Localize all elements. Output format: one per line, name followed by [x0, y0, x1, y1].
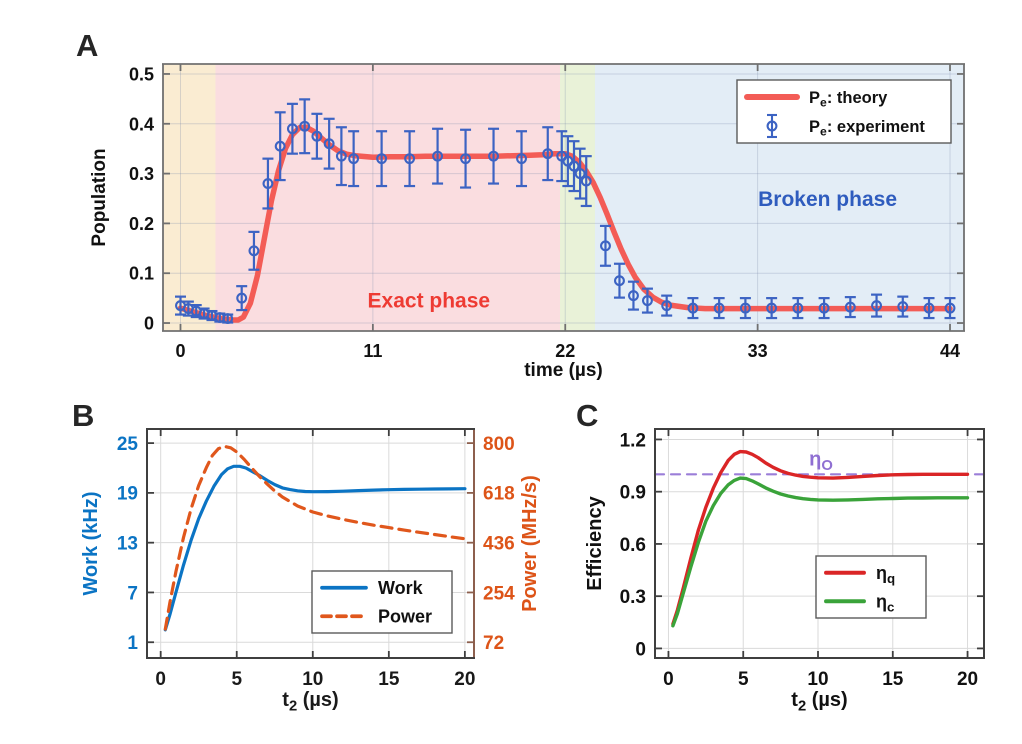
- svg-text:618: 618: [483, 484, 515, 505]
- svg-text:20: 20: [957, 669, 978, 690]
- svg-text:10: 10: [807, 669, 828, 690]
- svg-text:ηO: ηO: [809, 449, 833, 474]
- svg-text:Pe: theory: Pe: theory: [809, 89, 888, 110]
- svg-text:15: 15: [882, 669, 904, 690]
- svg-text:Pe: experiment: Pe: experiment: [809, 118, 925, 139]
- svg-text:0: 0: [663, 669, 674, 690]
- svg-text:0: 0: [635, 639, 646, 660]
- svg-text:0.3: 0.3: [620, 587, 646, 608]
- svg-text:5: 5: [231, 669, 242, 690]
- eta-q: [671, 449, 970, 626]
- svg-text:0: 0: [144, 314, 154, 334]
- svg-text:20: 20: [454, 669, 475, 690]
- svg-text:t2 (µs): t2 (µs): [791, 689, 847, 714]
- svg-text:Efficiency: Efficiency: [584, 495, 606, 590]
- svg-text:72: 72: [483, 633, 504, 654]
- svg-text:Power: Power: [378, 607, 432, 627]
- svg-text:44: 44: [940, 341, 960, 361]
- legend-box: [311, 570, 453, 634]
- svg-text:10: 10: [302, 669, 323, 690]
- panel-b-label: B: [72, 398, 95, 433]
- svg-text:time (µs): time (µs): [524, 360, 603, 381]
- svg-text:0: 0: [155, 669, 166, 690]
- panel-c-label: C: [576, 398, 599, 433]
- power: [163, 444, 467, 631]
- svg-text:0.4: 0.4: [129, 114, 154, 134]
- legend-box: [815, 555, 927, 619]
- svg-text:15: 15: [378, 669, 400, 690]
- svg-text:7: 7: [127, 583, 138, 604]
- svg-text:Population: Population: [89, 148, 110, 246]
- svg-text:22: 22: [555, 341, 575, 361]
- svg-text:436: 436: [483, 534, 515, 555]
- svg-text:Exact phase: Exact phase: [368, 289, 491, 312]
- svg-text:1.2: 1.2: [620, 430, 646, 451]
- svg-text:Work (kHz): Work (kHz): [80, 491, 102, 595]
- work: [163, 464, 467, 632]
- svg-text:33: 33: [748, 341, 768, 361]
- svg-text:1: 1: [127, 633, 138, 654]
- ramp-up-region: [163, 64, 216, 331]
- svg-text:25: 25: [117, 434, 139, 455]
- svg-text:800: 800: [483, 434, 515, 455]
- svg-text:0.2: 0.2: [129, 214, 154, 234]
- svg-text:Broken phase: Broken phase: [758, 188, 897, 211]
- svg-text:0: 0: [175, 341, 185, 361]
- svg-text:0.3: 0.3: [129, 164, 154, 184]
- svg-text:11: 11: [363, 341, 382, 361]
- svg-text:Work: Work: [378, 578, 424, 598]
- eta-c: [671, 476, 970, 628]
- svg-text:0.6: 0.6: [620, 535, 646, 556]
- svg-text:5: 5: [738, 669, 749, 690]
- svg-text:t2 (µs): t2 (µs): [282, 689, 338, 714]
- svg-text:0.1: 0.1: [129, 264, 154, 284]
- svg-text:254: 254: [483, 583, 515, 604]
- svg-text:ηc: ηc: [876, 592, 895, 615]
- panel-a-label: A: [76, 28, 99, 63]
- svg-text:13: 13: [117, 534, 138, 555]
- pe-experiment: [174, 98, 956, 324]
- svg-text:0.5: 0.5: [129, 64, 154, 84]
- svg-text:ηq: ηq: [876, 563, 895, 586]
- svg-text:Power (MHz/s): Power (MHz/s): [519, 475, 541, 612]
- svg-text:19: 19: [117, 484, 138, 505]
- svg-text:0.9: 0.9: [620, 483, 646, 504]
